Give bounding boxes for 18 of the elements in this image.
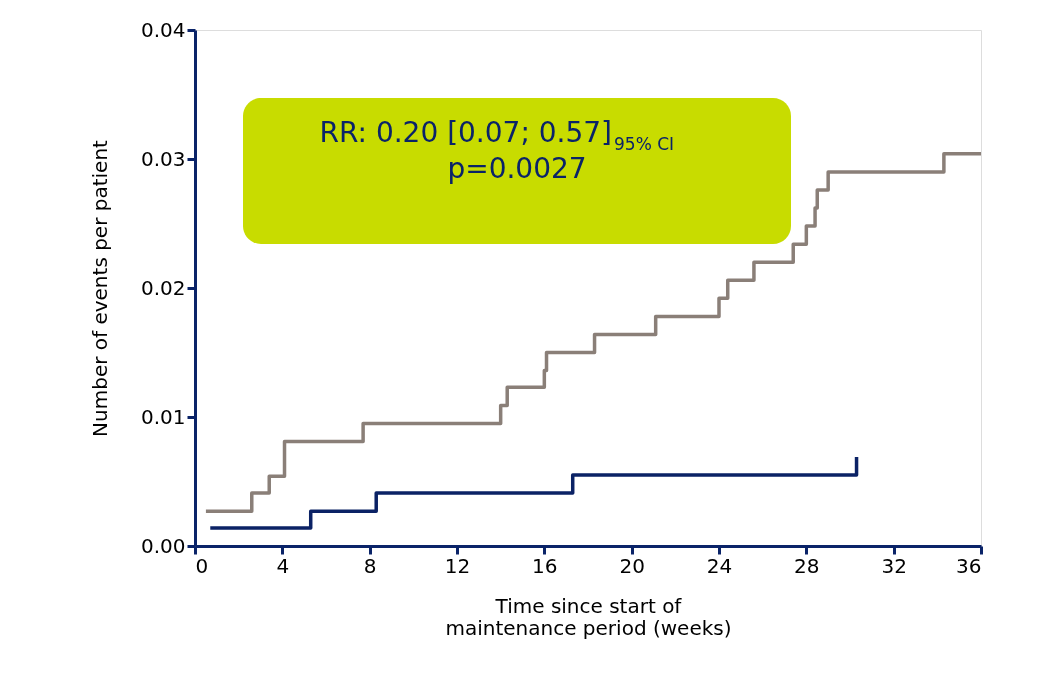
x-axis-title: Time since start of maintenance period (weeks) xyxy=(445,593,732,640)
x-tick-label: 8 xyxy=(363,553,377,578)
y-tick-label: 0.01 xyxy=(140,404,186,429)
x-tick-label: 20 xyxy=(619,553,645,578)
y-axis-title: Number of events per patient xyxy=(87,139,112,437)
y-tick-label: 0.02 xyxy=(140,275,186,300)
y-tick-label: 0.00 xyxy=(140,533,186,558)
x-tick-label: 32 xyxy=(881,553,907,578)
x-tick-label: 28 xyxy=(794,553,820,578)
x-tick-label: 36 xyxy=(956,553,982,578)
y-tick-label: 0.04 xyxy=(140,17,186,42)
x-tick-label: 0 xyxy=(195,553,209,578)
x-tick-label: 24 xyxy=(706,553,733,578)
annotation: p=0.0027 xyxy=(447,152,587,185)
x-tick-label: 4 xyxy=(276,553,290,578)
x-tick-label: 16 xyxy=(532,553,558,578)
y-tick-label: 0.03 xyxy=(140,146,186,171)
x-tick-label: 12 xyxy=(444,553,471,578)
